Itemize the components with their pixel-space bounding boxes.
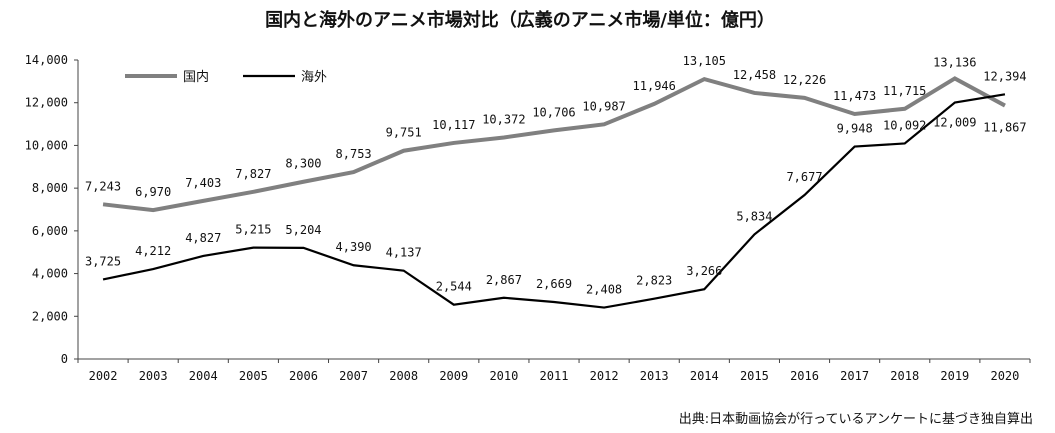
x-tick-label: 2018 bbox=[890, 369, 919, 383]
overseas-data-label: 2,823 bbox=[636, 274, 672, 288]
y-tick-label: 6,000 bbox=[32, 224, 68, 238]
x-tick-label: 2010 bbox=[489, 369, 518, 383]
domestic-series-line bbox=[102, 76, 1006, 213]
x-tick-label: 2016 bbox=[790, 369, 819, 383]
x-tick-label: 2011 bbox=[540, 369, 569, 383]
domestic-data-label: 11,715 bbox=[883, 84, 926, 98]
x-tick-label: 2006 bbox=[289, 369, 318, 383]
y-tick-label: 4,000 bbox=[32, 267, 68, 281]
overseas-series-line bbox=[102, 93, 1006, 309]
domestic-data-label: 8,753 bbox=[336, 147, 372, 161]
domestic-data-label: 11,946 bbox=[633, 79, 676, 93]
domestic-data-label: 7,827 bbox=[235, 167, 271, 181]
x-tick-label: 2004 bbox=[189, 369, 218, 383]
domestic-data-label: 12,458 bbox=[733, 68, 776, 82]
overseas-data-label: 9,948 bbox=[837, 122, 873, 136]
domestic-data-label: 9,751 bbox=[386, 126, 422, 140]
overseas-data-label: 5,215 bbox=[235, 223, 271, 237]
domestic-data-label: 10,987 bbox=[582, 99, 625, 113]
domestic-data-label: 13,136 bbox=[933, 55, 976, 69]
y-tick-label: 8,000 bbox=[32, 181, 68, 195]
legend-label-domestic: 国内 bbox=[183, 69, 209, 85]
x-tick-label: 2013 bbox=[640, 369, 669, 383]
source-note: 出典:日本動画協会が行っているアンケートに基づき独自算出 bbox=[678, 412, 1033, 427]
y-tick-label: 12,000 bbox=[25, 96, 68, 110]
x-tick-label: 2012 bbox=[590, 369, 619, 383]
overseas-data-label: 10,092 bbox=[883, 118, 926, 132]
y-tick-label: 14,000 bbox=[25, 53, 68, 67]
overseas-data-label: 4,390 bbox=[336, 240, 372, 254]
y-tick-label: 0 bbox=[61, 352, 68, 366]
overseas-data-label: 5,204 bbox=[285, 223, 321, 237]
overseas-data-label: 4,212 bbox=[135, 244, 171, 258]
domestic-data-label: 10,117 bbox=[432, 118, 475, 132]
domestic-data-label: 11,867 bbox=[983, 121, 1026, 135]
domestic-data-label: 10,706 bbox=[532, 105, 575, 119]
x-tick-label: 2014 bbox=[690, 369, 719, 383]
domestic-data-label: 6,970 bbox=[135, 185, 171, 199]
overseas-data-label: 2,669 bbox=[536, 277, 572, 291]
overseas-data-label: 5,834 bbox=[736, 209, 772, 223]
x-tick-label: 2002 bbox=[89, 369, 118, 383]
overseas-data-label: 7,677 bbox=[786, 170, 822, 184]
domestic-data-label: 12,226 bbox=[783, 73, 826, 87]
y-tick-label: 10,000 bbox=[25, 138, 68, 152]
y-tick-label: 2,000 bbox=[32, 309, 68, 323]
x-tick-label: 2015 bbox=[740, 369, 769, 383]
domestic-data-label: 13,105 bbox=[683, 54, 726, 68]
domestic-data-label: 10,372 bbox=[482, 112, 525, 126]
overseas-data-label: 3,266 bbox=[686, 264, 722, 278]
chart-title: 国内と海外のアニメ市場対比（広義のアニメ市場/単位：億円） bbox=[265, 10, 775, 31]
x-tick-label: 2019 bbox=[940, 369, 969, 383]
overseas-data-label: 2,544 bbox=[436, 280, 472, 294]
domestic-data-label: 7,243 bbox=[85, 179, 121, 193]
x-tick-label: 2017 bbox=[840, 369, 869, 383]
overseas-data-label: 12,009 bbox=[933, 116, 976, 130]
overseas-data-label: 12,394 bbox=[983, 69, 1026, 83]
legend-label-overseas: 海外 bbox=[301, 70, 327, 85]
domestic-data-label: 8,300 bbox=[285, 157, 321, 171]
overseas-data-label: 4,827 bbox=[185, 231, 221, 245]
x-tick-label: 2007 bbox=[339, 369, 368, 383]
overseas-data-label: 4,137 bbox=[386, 246, 422, 260]
x-tick-label: 2009 bbox=[439, 369, 468, 383]
overseas-data-label: 3,725 bbox=[85, 254, 121, 268]
overseas-data-label: 2,867 bbox=[486, 273, 522, 287]
x-tick-label: 2003 bbox=[139, 369, 168, 383]
domestic-data-label: 11,473 bbox=[833, 89, 876, 103]
x-tick-label: 2020 bbox=[990, 369, 1019, 383]
x-tick-label: 2005 bbox=[239, 369, 268, 383]
overseas-data-label: 2,408 bbox=[586, 283, 622, 297]
domestic-data-label: 7,403 bbox=[185, 176, 221, 190]
x-tick-label: 2008 bbox=[389, 369, 418, 383]
